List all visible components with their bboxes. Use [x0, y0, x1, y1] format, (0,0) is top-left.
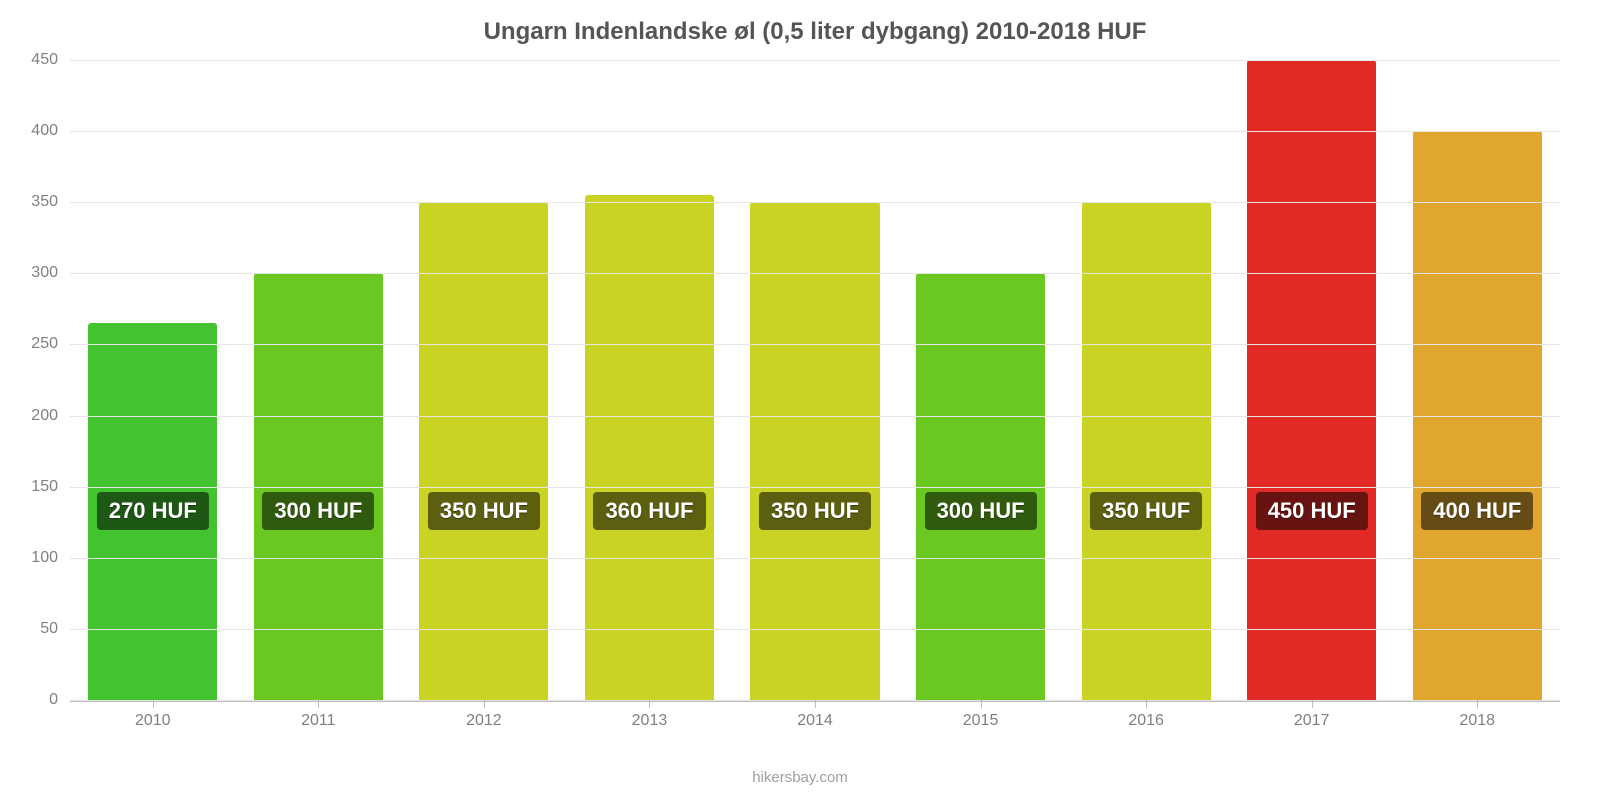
- x-tick: [484, 700, 485, 708]
- x-tick-label: 2010: [135, 712, 171, 730]
- bar-value-label: 350 HUF: [428, 492, 540, 530]
- bar-slot: 300 HUF: [898, 60, 1064, 700]
- y-tick-label: 450: [31, 51, 70, 69]
- bar-value-label: 400 HUF: [1421, 492, 1533, 530]
- y-tick-label: 100: [31, 549, 70, 567]
- bar-value-label: 350 HUF: [759, 492, 871, 530]
- bar-slot: 450 HUF: [1229, 60, 1395, 700]
- gridline: [70, 416, 1560, 417]
- y-tick-label: 300: [31, 264, 70, 282]
- bar: 270 HUF: [88, 323, 217, 700]
- x-tick-label: 2017: [1294, 712, 1330, 730]
- x-tick: [649, 700, 650, 708]
- bar-value-label: 450 HUF: [1256, 492, 1368, 530]
- x-tick: [1146, 700, 1147, 708]
- bar: 360 HUF: [585, 195, 714, 700]
- x-tick-label: 2014: [797, 712, 833, 730]
- x-tick: [318, 700, 319, 708]
- x-tick: [981, 700, 982, 708]
- bar-slot: 270 HUF: [70, 60, 236, 700]
- x-tick: [815, 700, 816, 708]
- bar-slot: 300 HUF: [236, 60, 402, 700]
- y-tick-label: 200: [31, 407, 70, 425]
- bar-value-label: 360 HUF: [593, 492, 705, 530]
- plot-area: 270 HUF 300 HUF 350 HUF 360 HUF 350 HUF 300 H…: [70, 60, 1560, 700]
- bars-layer: 270 HUF 300 HUF 350 HUF 360 HUF 350 HUF 300 H…: [70, 60, 1560, 700]
- gridline: [70, 487, 1560, 488]
- x-tick-label: 2018: [1459, 712, 1495, 730]
- y-tick-label: 50: [40, 620, 70, 638]
- y-tick-label: 0: [49, 691, 70, 709]
- x-tick-label: 2015: [963, 712, 999, 730]
- x-tick: [1477, 700, 1478, 708]
- bar-slot: 400 HUF: [1395, 60, 1561, 700]
- attribution-text: hikersbay.com: [752, 769, 848, 786]
- y-tick-label: 150: [31, 478, 70, 496]
- y-tick-label: 350: [31, 193, 70, 211]
- bar-value-label: 270 HUF: [97, 492, 209, 530]
- x-tick: [153, 700, 154, 708]
- x-tick-label: 2013: [632, 712, 668, 730]
- gridline: [70, 131, 1560, 132]
- bar-value-label: 300 HUF: [262, 492, 374, 530]
- gridline: [70, 344, 1560, 345]
- bar-slot: 350 HUF: [732, 60, 898, 700]
- x-tick-label: 2011: [301, 712, 335, 730]
- bar: 450 HUF: [1247, 60, 1376, 700]
- y-tick-label: 250: [31, 335, 70, 353]
- gridline: [70, 273, 1560, 274]
- x-tick-label: 2016: [1128, 712, 1164, 730]
- bar: 350 HUF: [1082, 202, 1211, 700]
- gridline: [70, 60, 1560, 61]
- y-tick-label: 400: [31, 122, 70, 140]
- chart-title: Ungarn Indenlandske øl (0,5 liter dybgan…: [70, 18, 1560, 46]
- bar-value-label: 350 HUF: [1090, 492, 1202, 530]
- chart-container: Ungarn Indenlandske øl (0,5 liter dybgan…: [0, 0, 1600, 800]
- gridline: [70, 629, 1560, 630]
- gridline: [70, 202, 1560, 203]
- x-tick-label: 2012: [466, 712, 502, 730]
- bar-slot: 350 HUF: [401, 60, 567, 700]
- gridline: [70, 558, 1560, 559]
- bar: 350 HUF: [419, 202, 548, 700]
- bar: 350 HUF: [750, 202, 879, 700]
- bar-slot: 360 HUF: [567, 60, 733, 700]
- bar-value-label: 300 HUF: [925, 492, 1037, 530]
- x-tick: [1312, 700, 1313, 708]
- bar-slot: 350 HUF: [1063, 60, 1229, 700]
